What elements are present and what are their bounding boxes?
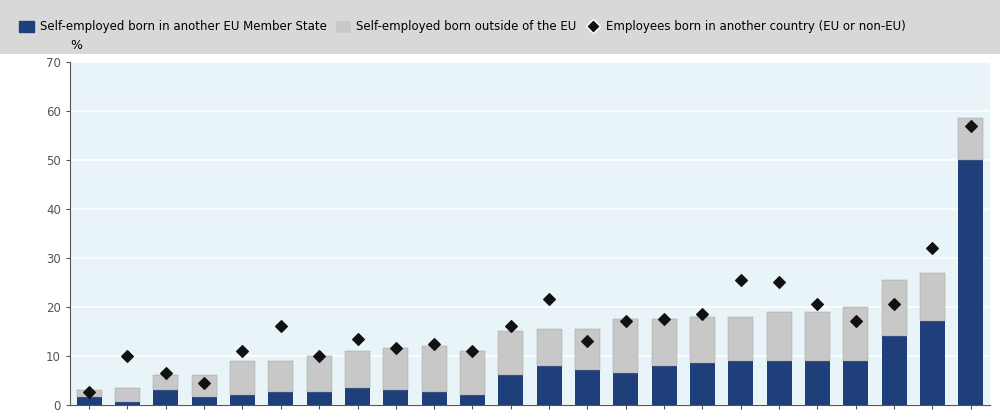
Point (388, 345, 404, 352)
Bar (115, 402, 140, 405)
Bar (690, 363, 715, 405)
Bar (728, 317, 753, 361)
Point (196, 380, 212, 386)
Point (848, 318, 864, 325)
Bar (498, 375, 523, 405)
Bar (652, 366, 677, 405)
Bar (498, 331, 523, 375)
Bar (613, 319, 638, 373)
Bar (767, 361, 792, 405)
Bar (575, 329, 600, 370)
Bar (460, 395, 485, 405)
Point (426, 340, 442, 347)
Point (120, 352, 136, 359)
Bar (460, 351, 485, 395)
Bar (958, 160, 983, 405)
Bar (115, 387, 140, 402)
Bar (268, 361, 293, 392)
Point (350, 335, 366, 342)
Point (541, 296, 557, 303)
Bar (537, 366, 562, 405)
Bar (805, 361, 830, 405)
Point (963, 122, 979, 129)
Point (311, 352, 327, 359)
Point (503, 323, 519, 330)
Point (924, 245, 940, 252)
Bar (268, 392, 293, 405)
Point (158, 370, 174, 376)
Bar (422, 392, 447, 405)
Bar (153, 390, 178, 405)
Bar (192, 375, 217, 397)
Bar (383, 390, 408, 405)
Bar (77, 390, 102, 397)
Point (886, 301, 902, 308)
Bar (843, 361, 868, 405)
Bar (192, 397, 217, 405)
Bar (153, 375, 178, 390)
Bar (230, 361, 255, 395)
Bar (843, 307, 868, 361)
Bar (575, 370, 600, 405)
Bar (613, 373, 638, 405)
Bar (77, 397, 102, 405)
Bar (345, 351, 370, 387)
Bar (345, 387, 370, 405)
Bar (767, 312, 792, 361)
Point (618, 318, 634, 325)
Bar (920, 273, 945, 321)
Point (464, 348, 480, 354)
Point (694, 311, 710, 318)
Point (656, 316, 672, 322)
Bar (307, 392, 332, 405)
Bar (307, 356, 332, 392)
Point (273, 323, 289, 330)
Bar (690, 317, 715, 363)
Point (234, 348, 250, 354)
Point (809, 301, 825, 308)
Bar (537, 329, 562, 366)
Bar (728, 361, 753, 405)
Bar (422, 346, 447, 392)
Bar (652, 319, 677, 366)
Bar (230, 395, 255, 405)
Point (81, 389, 97, 396)
Bar (882, 280, 907, 336)
Bar (958, 118, 983, 160)
Point (579, 338, 595, 344)
Bar (805, 312, 830, 361)
Bar (920, 321, 945, 405)
Bar (383, 349, 408, 390)
Text: %: % (70, 39, 82, 52)
Bar (882, 336, 907, 405)
Point (733, 277, 749, 283)
Legend: Self-employed born in another EU Member State, Self-employed born outside of the: Self-employed born in another EU Member … (16, 17, 909, 37)
Point (771, 279, 787, 286)
